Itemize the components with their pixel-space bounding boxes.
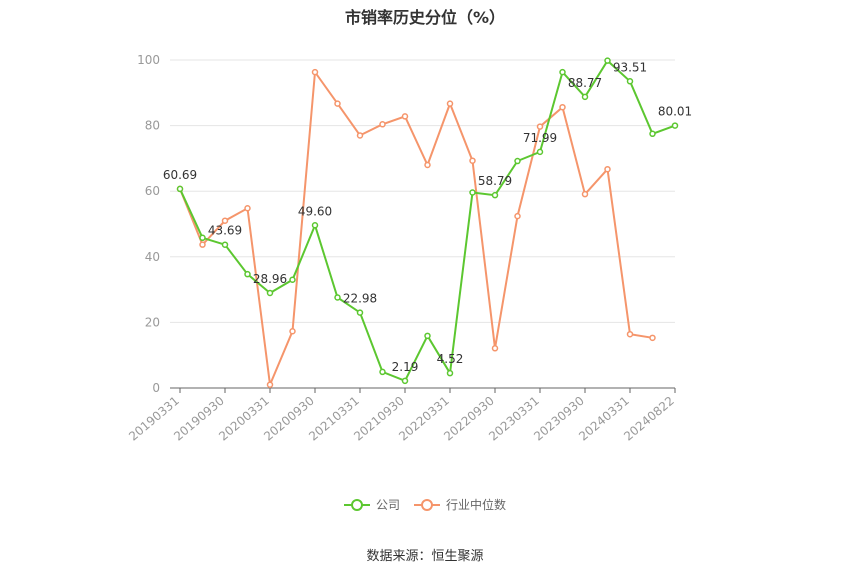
data-point-company — [221, 241, 229, 248]
data-point-industry — [581, 190, 589, 198]
data-point-industry — [356, 132, 364, 139]
data-label: 49.60 — [298, 204, 332, 218]
x-tick-label: 20240822 — [621, 394, 677, 444]
data-point-company — [379, 368, 386, 376]
data-point-industry — [514, 212, 521, 220]
data-label: 22.98 — [343, 292, 377, 306]
data-label: 93.51 — [613, 60, 647, 74]
data-point-industry — [334, 100, 341, 107]
data-point-company — [626, 78, 634, 85]
data-point-industry — [469, 157, 476, 164]
data-label: 4.52 — [437, 352, 464, 366]
data-point-industry — [559, 103, 566, 111]
data-point-company — [536, 148, 544, 156]
legend-industry-marker — [414, 498, 440, 511]
data-point-company — [671, 122, 679, 129]
chart-title: 市销率历史分位（%） — [344, 8, 506, 27]
data-point-company — [334, 294, 341, 301]
data-point-company — [469, 189, 476, 196]
data-point-industry — [446, 100, 454, 107]
data-point-industry — [649, 334, 656, 342]
data-point-company — [581, 93, 589, 101]
legend-industry-label: 行业中位数 — [446, 498, 507, 512]
data-label: 60.69 — [163, 168, 197, 182]
data-label: 71.99 — [523, 131, 557, 145]
series-line-industry — [179, 69, 653, 389]
data-point-industry — [244, 205, 251, 212]
data-point-industry — [221, 217, 229, 224]
data-source: 数据来源：恒生聚源 — [366, 549, 484, 564]
chart-legend: 公司 行业中位数 — [0, 496, 850, 513]
data-point-industry — [626, 330, 634, 338]
data-point-industry — [604, 165, 611, 173]
line-chart: 0204060801002019033120190930202003312020… — [126, 53, 692, 444]
data-point-company — [446, 369, 454, 377]
legend-company-label: 公司 — [375, 498, 400, 512]
y-tick-label: 20 — [145, 315, 160, 329]
data-point-industry — [199, 241, 206, 248]
data-point-industry — [266, 381, 274, 388]
data-point-industry — [379, 121, 386, 128]
data-point-industry — [536, 123, 544, 130]
data-point-company — [604, 57, 611, 64]
data-point-company — [289, 276, 296, 284]
data-point-company — [266, 289, 274, 297]
data-point-industry — [491, 345, 499, 352]
data-point-company — [311, 222, 319, 229]
data-point-industry — [311, 68, 319, 76]
data-point-industry — [401, 113, 409, 120]
y-tick-label: 0 — [152, 381, 160, 395]
data-point-industry — [424, 161, 431, 169]
data-point-company — [514, 157, 521, 165]
legend-item-company[interactable]: 公司 — [343, 496, 400, 513]
data-label: 2.19 — [392, 360, 419, 374]
data-label: 43.69 — [208, 224, 242, 238]
data-point-company — [176, 185, 184, 193]
data-label: 80.01 — [658, 105, 692, 119]
legend-item-industry[interactable]: 行业中位数 — [414, 496, 506, 513]
legend-company-marker — [343, 498, 370, 511]
y-tick-label: 80 — [145, 119, 160, 133]
data-point-company — [491, 191, 499, 199]
y-tick-label: 60 — [145, 184, 160, 198]
data-point-company — [199, 234, 206, 242]
data-label: 28.96 — [253, 272, 287, 286]
y-tick-label: 40 — [145, 250, 160, 264]
data-point-company — [356, 309, 364, 316]
data-point-company — [559, 68, 566, 76]
data-label: 88.77 — [568, 76, 602, 90]
data-point-industry — [289, 328, 296, 335]
data-point-company — [649, 130, 656, 138]
data-point-company — [244, 270, 251, 278]
data-label: 58.79 — [478, 174, 512, 188]
y-tick-label: 100 — [137, 53, 160, 67]
data-point-company — [424, 332, 431, 340]
data-point-company — [401, 377, 409, 385]
